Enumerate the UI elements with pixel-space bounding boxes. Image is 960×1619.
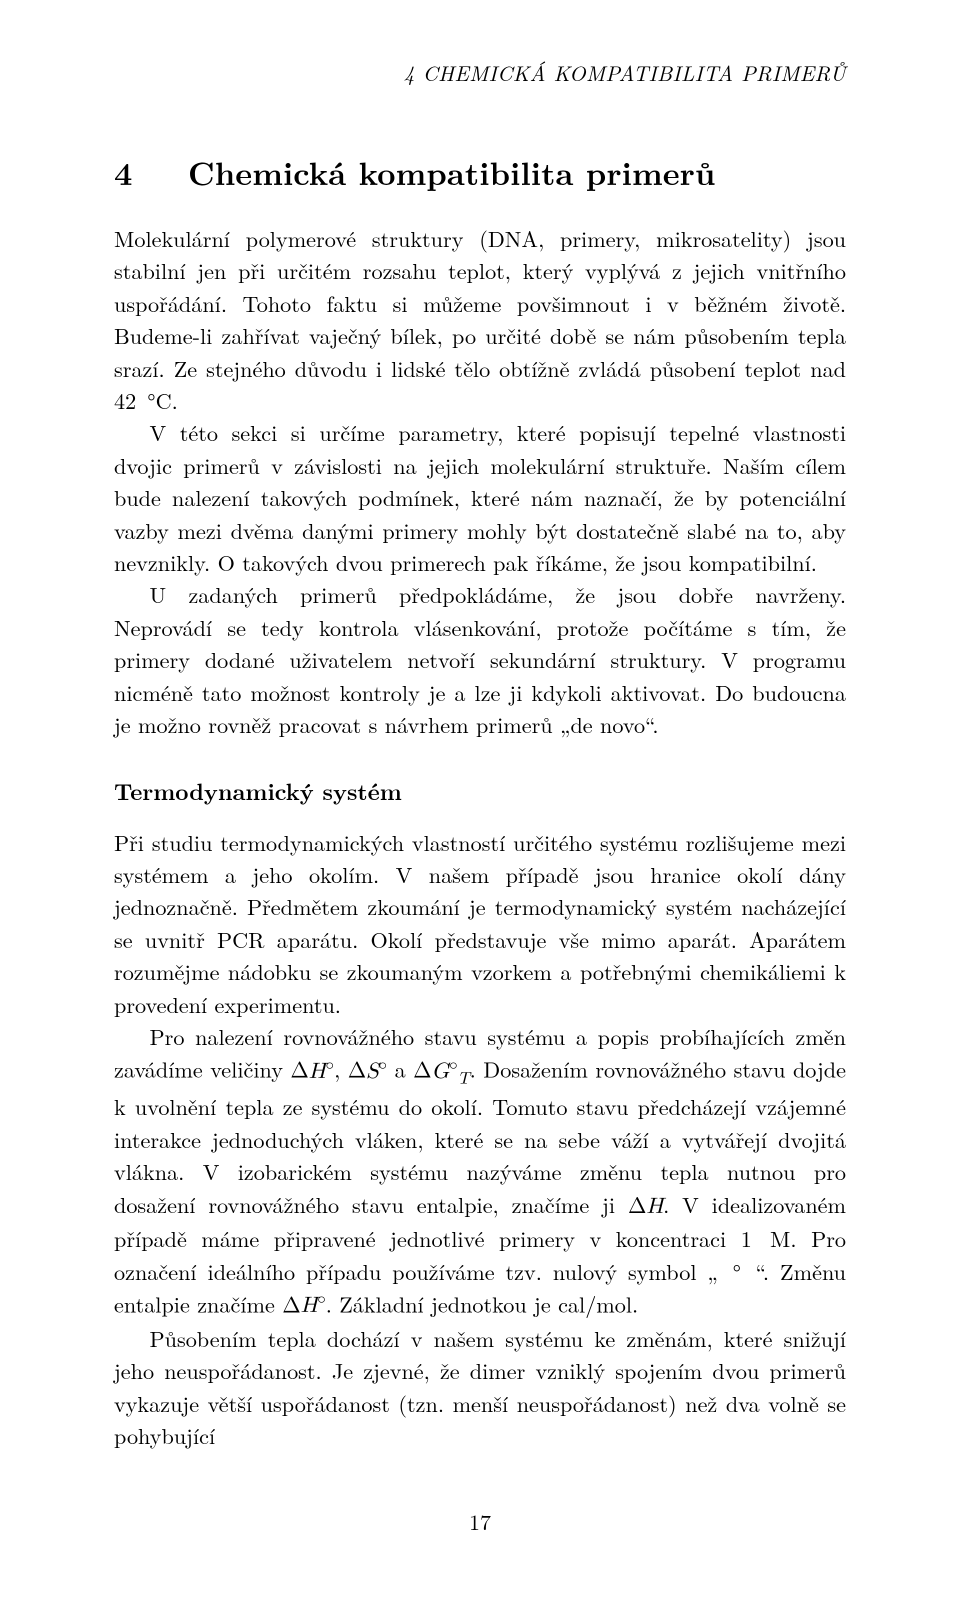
paragraph-2: V této sekci si určíme parametry, které …	[114, 417, 846, 579]
subsection-heading: Termodynamický systém	[114, 774, 846, 807]
symbol-H: H◦	[309, 1061, 334, 1083]
paragraph-6: Působením tepla dochází v našem systému …	[114, 1323, 846, 1453]
section-number: 4	[114, 150, 133, 195]
paragraph-5: Pro nalezení rovnovážného stavu systému …	[114, 1021, 846, 1323]
section-heading: 4 Chemická kompatibilita primerů	[114, 150, 846, 195]
paragraph-4: Při studiu termodynamických vlastností u…	[114, 827, 846, 1021]
symbol-H3: H◦	[301, 1295, 326, 1317]
document-page: 4 CHEMICKÁ KOMPATIBILITA PRIMERŮ 4 Chemi…	[0, 0, 960, 1577]
symbol-H2: H	[646, 1196, 663, 1218]
p5-frag-c: a Δ	[387, 1054, 432, 1085]
p5-frag-f: . Základní jednotkou je cal/mol.	[326, 1288, 639, 1319]
section-title-text: Chemická kompatibilita primerů	[188, 150, 715, 195]
paragraph-1: Molekulární polymerové struktury (DNA, p…	[114, 223, 846, 417]
page-number: 17	[114, 1506, 846, 1537]
symbol-G: G◦T	[432, 1061, 470, 1083]
running-header: 4 CHEMICKÁ KOMPATIBILITA PRIMERŮ	[114, 58, 846, 88]
paragraph-3: U zadaných primerů předpokládáme, že jso…	[114, 579, 846, 741]
symbol-S: S◦	[366, 1061, 387, 1083]
p5-frag-b: , Δ	[334, 1054, 366, 1085]
